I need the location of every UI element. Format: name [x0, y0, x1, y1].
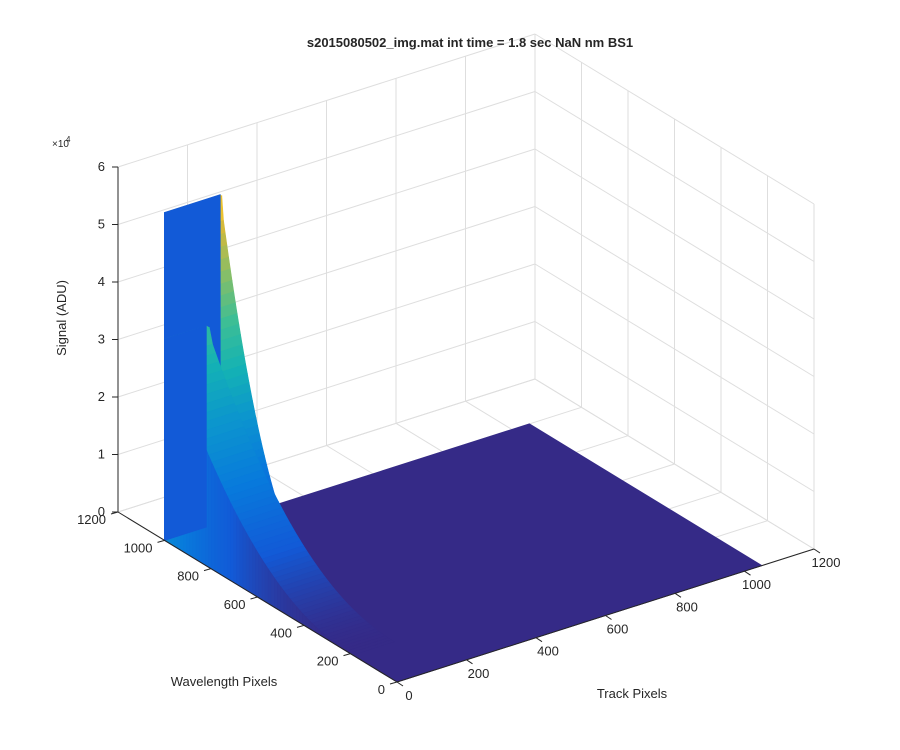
grid-line: [534, 33, 815, 205]
grid-line: [534, 206, 815, 377]
x-axis-label: Track Pixels: [597, 686, 668, 701]
z-exponent-base: ×10: [52, 139, 69, 150]
surface-back-wall: [164, 325, 207, 542]
grid-line: [117, 33, 536, 168]
x-tick-mark: [466, 659, 473, 665]
surface-side-patch: [264, 562, 269, 604]
x-tick-label: 1200: [812, 555, 841, 570]
surface-side-patch: [223, 489, 228, 580]
y-tick-label: 1200: [77, 512, 106, 527]
x-tick-label: 0: [405, 688, 412, 703]
surface-side-patch: [289, 598, 294, 620]
z-tick-label: 2: [98, 389, 105, 404]
y-tick-label: 800: [177, 569, 199, 584]
z-axis-label: Signal (ADU): [54, 280, 69, 356]
surface-side-patch: [280, 585, 285, 614]
surface-side-patch: [236, 514, 241, 587]
surface-side-patch: [258, 552, 263, 601]
y-tick-label: 1000: [124, 540, 153, 555]
y-tick-mark: [343, 653, 351, 657]
surface-side-patch: [226, 495, 231, 582]
surface-side-patch: [248, 536, 253, 595]
surface-side-patch: [214, 469, 219, 574]
surface: [163, 194, 764, 683]
grid-line: [534, 321, 815, 492]
surface-side-patch: [220, 482, 225, 578]
y-tick-mark: [157, 539, 165, 543]
surface-side-patch: [239, 520, 244, 589]
x-tick-label: 800: [676, 599, 698, 614]
z-tick-label: 0: [98, 504, 105, 519]
y-tick-mark: [250, 596, 258, 600]
surface-side-patch: [242, 526, 247, 591]
surface-side-patch: [267, 567, 272, 606]
z-tick-label: 4: [98, 274, 105, 289]
x-tick-mark: [535, 637, 543, 643]
axes-box: [110, 166, 821, 687]
peak-ridge: [163, 325, 396, 656]
grid-line: [534, 91, 815, 262]
grid-line: [117, 91, 536, 225]
surface-side-patch: [230, 502, 234, 583]
x-tick-mark: [744, 570, 751, 576]
x-tick-label: 200: [468, 666, 490, 681]
x-tick-mark: [396, 681, 404, 687]
surface-side-patch: [277, 581, 281, 612]
x-tick-mark: [605, 615, 612, 620]
surface-side-patch: [233, 508, 237, 585]
x-tick-label: 400: [537, 644, 559, 659]
y-tick-mark: [203, 568, 212, 572]
y-axis-label: Wavelength Pixels: [171, 674, 278, 689]
surface-side-patch: [270, 572, 275, 608]
chart-title: s2015080502_img.mat int time = 1.8 sec N…: [307, 35, 633, 50]
surface-side-patch: [274, 577, 278, 610]
y-tick-mark: [296, 624, 305, 628]
z-tick-label: 1: [98, 447, 105, 462]
surface-side-patch: [261, 557, 266, 603]
surface-side-patch: [255, 547, 259, 599]
surface-side-patch: [211, 462, 216, 572]
surface-side-patch: [252, 542, 256, 597]
surface-side-patch: [283, 589, 288, 616]
surface-side-patch: [292, 601, 297, 622]
surface-side-patch: [208, 454, 212, 570]
z-tick-label: 5: [98, 217, 105, 232]
z-exponent: ×10 4: [52, 135, 71, 150]
x-tick-label: 600: [607, 622, 629, 637]
z-tick-label: 3: [98, 332, 105, 347]
y-tick-label: 0: [378, 682, 385, 697]
grid-line: [534, 263, 815, 435]
y-tick-label: 400: [270, 625, 292, 640]
surface-side-patch: [245, 531, 250, 593]
z-exponent-power: 4: [66, 135, 71, 144]
x-tick-mark: [813, 548, 821, 554]
y-tick-label: 200: [317, 654, 339, 669]
y-tick-mark: [389, 681, 398, 685]
x-tick-label: 1000: [742, 577, 771, 592]
z-tick-label: 6: [98, 159, 105, 174]
x-tick-mark: [674, 592, 682, 598]
y-tick-label: 600: [224, 597, 246, 612]
surface-side-patch: [217, 476, 222, 576]
grid-line: [534, 148, 815, 320]
tick-labels: 0200400600800100012000200400600800100012…: [77, 159, 840, 703]
surface-side-patch: [286, 594, 291, 618]
